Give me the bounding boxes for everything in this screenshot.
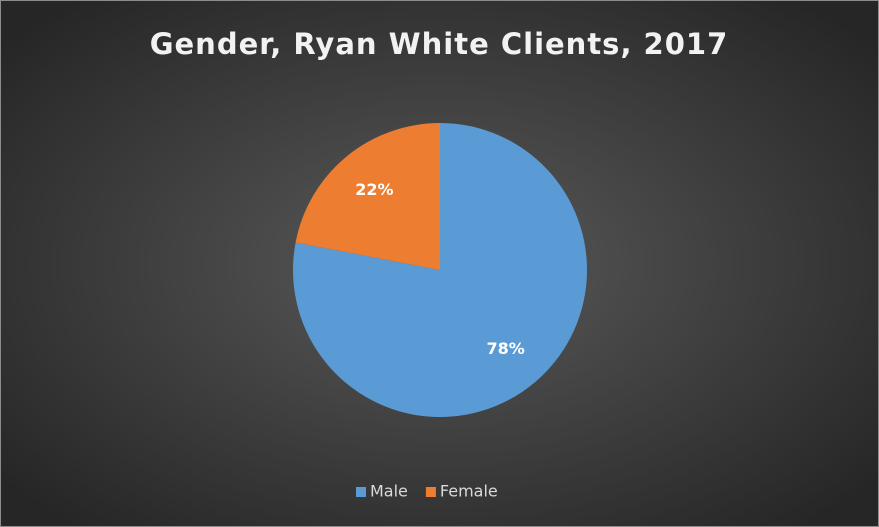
legend-swatch <box>425 487 436 497</box>
legend-label: Male <box>370 482 408 501</box>
data-label: 78% <box>486 339 524 358</box>
data-label: 22% <box>355 180 393 199</box>
legend-label: Female <box>440 482 498 501</box>
pie-slice <box>295 123 440 270</box>
legend-swatch <box>356 487 366 497</box>
chart-title: Gender, Ryan White Clients, 2017 <box>150 27 729 61</box>
